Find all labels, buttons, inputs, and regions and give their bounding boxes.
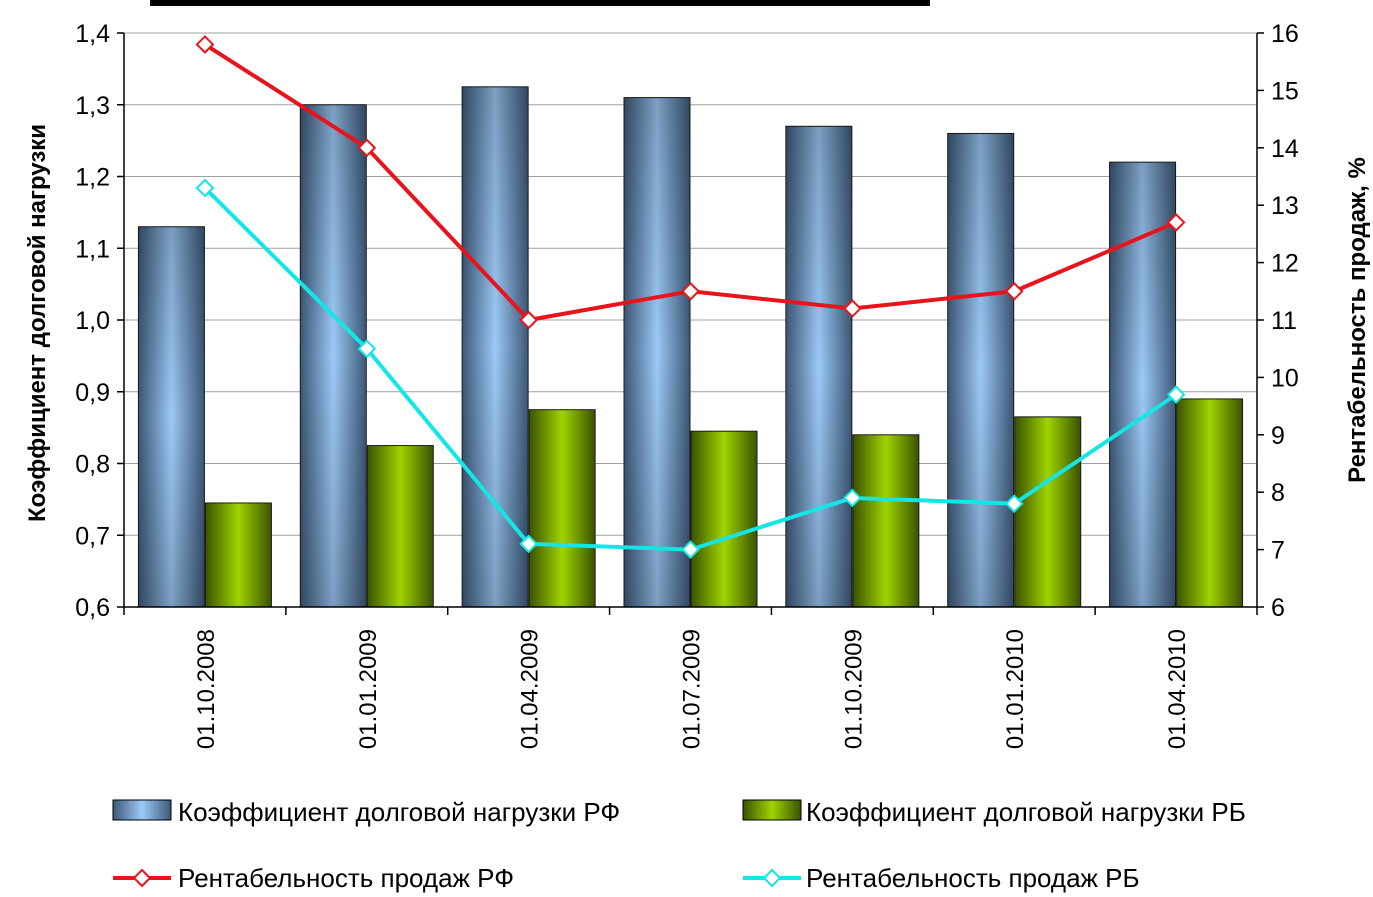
x-tick-label: 01.01.2010 bbox=[1002, 629, 1029, 749]
y-left-tick-label: 1,1 bbox=[75, 235, 110, 263]
bar-rb bbox=[1014, 416, 1082, 608]
line-rb-marker bbox=[357, 339, 377, 359]
bar-rf-shading bbox=[138, 226, 205, 607]
line-rf-marker bbox=[519, 310, 539, 330]
bar-rb bbox=[366, 445, 434, 608]
line-rb-marker bbox=[1004, 494, 1024, 514]
x-tick-label: 01.04.2010 bbox=[1164, 629, 1191, 749]
y-right-tick-label: 11 bbox=[1271, 307, 1297, 335]
y-left-tick-label: 0,6 bbox=[75, 594, 110, 622]
y-left-tick-label: 1,2 bbox=[75, 164, 110, 192]
y-right-tick-label: 8 bbox=[1271, 479, 1285, 507]
bar-rf-shading bbox=[785, 126, 852, 608]
line-rf-marker bbox=[1166, 213, 1186, 232]
y-left-axis-title: Коэффициент долговой нагрузки bbox=[24, 124, 51, 522]
y-left-tick-label: 1,4 bbox=[75, 20, 110, 48]
legend-marker-line-rf bbox=[132, 868, 152, 888]
y-left-tick-label: 0,8 bbox=[75, 451, 110, 479]
y-right-tick-label: 12 bbox=[1271, 250, 1299, 278]
bar-rb bbox=[204, 502, 272, 608]
y-left-tick-label: 1,0 bbox=[75, 307, 110, 335]
bar-rb bbox=[852, 434, 920, 608]
legend-swatch-bar-rb bbox=[742, 799, 802, 821]
y-right-tick-label: 15 bbox=[1271, 77, 1299, 105]
bar-rf-shading bbox=[947, 133, 1014, 607]
legend-item-bar-rf: Коэффициент долговой нагрузки РФ bbox=[112, 797, 620, 827]
tick-labels: 0,6 0,7 0,8 0,9 1,0 1,1 1,2 1,3 1,4 6 7 8 9 10 11 12 13 1… bbox=[75, 20, 1299, 749]
y-right-tick-label: 14 bbox=[1271, 135, 1299, 163]
bar-rb bbox=[528, 409, 596, 608]
y-right-tick-label: 7 bbox=[1271, 537, 1285, 565]
axes bbox=[117, 32, 1264, 615]
y-left-tick-label: 0,9 bbox=[75, 379, 110, 407]
legend-marker-line-rb bbox=[762, 868, 782, 888]
bar-rf-shading bbox=[624, 97, 690, 607]
y-right-axis-title: Рентабельность продаж, % bbox=[1344, 157, 1371, 483]
y-right-tick-label: 16 bbox=[1271, 20, 1299, 48]
legend-label-bar-rf: Коэффициент долговой нагрузки РФ bbox=[178, 797, 620, 827]
x-tick-label: 01.04.2009 bbox=[517, 629, 544, 749]
x-tick-label: 01.10.2009 bbox=[840, 629, 867, 749]
line-rf-marker bbox=[195, 35, 215, 54]
line-rb-marker bbox=[1166, 385, 1186, 405]
y-right-tick-label: 6 bbox=[1271, 594, 1285, 622]
line-rb-marker bbox=[519, 534, 539, 554]
bars bbox=[137, 86, 1244, 608]
y-left-tick-label: 1,3 bbox=[75, 92, 110, 120]
line-rf-marker bbox=[681, 281, 700, 301]
legend: Коэффициент долговой нагрузки РФ Коэффиц… bbox=[112, 797, 1246, 893]
legend-label-line-rb: Рентабельность продаж РБ bbox=[806, 863, 1140, 893]
x-tick-label: 01.01.2009 bbox=[355, 629, 382, 749]
legend-swatch-bar-rf bbox=[112, 799, 172, 821]
legend-label-bar-rb: Коэффициент долговой нагрузки РБ bbox=[806, 797, 1246, 827]
legend-label-line-rf: Рентабельность продаж РФ bbox=[178, 863, 514, 893]
line-rf-marker bbox=[1004, 281, 1024, 301]
bar-rf-shading bbox=[462, 86, 529, 607]
y-right-tick-label: 9 bbox=[1271, 422, 1285, 450]
y-left-tick-label: 0,7 bbox=[75, 522, 110, 550]
clipped-title-fragment bbox=[150, 0, 930, 6]
bar-rb bbox=[1176, 398, 1244, 608]
line-rf-marker bbox=[842, 299, 862, 318]
line-rb-marker bbox=[681, 540, 700, 560]
x-tick-label: 01.10.2008 bbox=[193, 629, 220, 749]
x-tick-label: 01.07.2009 bbox=[679, 629, 706, 749]
y-right-tick-label: 10 bbox=[1271, 364, 1299, 392]
legend-item-line-rb: Рентабельность продаж РБ bbox=[743, 863, 1140, 893]
legend-item-bar-rb: Коэффициент долговой нагрузки РБ bbox=[742, 797, 1246, 827]
lines bbox=[195, 35, 1186, 560]
bar-rb bbox=[690, 430, 758, 608]
y-right-tick-label: 13 bbox=[1271, 192, 1299, 220]
line-rb-marker bbox=[195, 178, 215, 198]
legend-item-line-rf: Рентабельность продаж РФ bbox=[113, 863, 514, 893]
line-rf-marker bbox=[357, 138, 377, 158]
line-rb-marker bbox=[842, 488, 862, 508]
bar-rf-shading bbox=[300, 104, 367, 607]
